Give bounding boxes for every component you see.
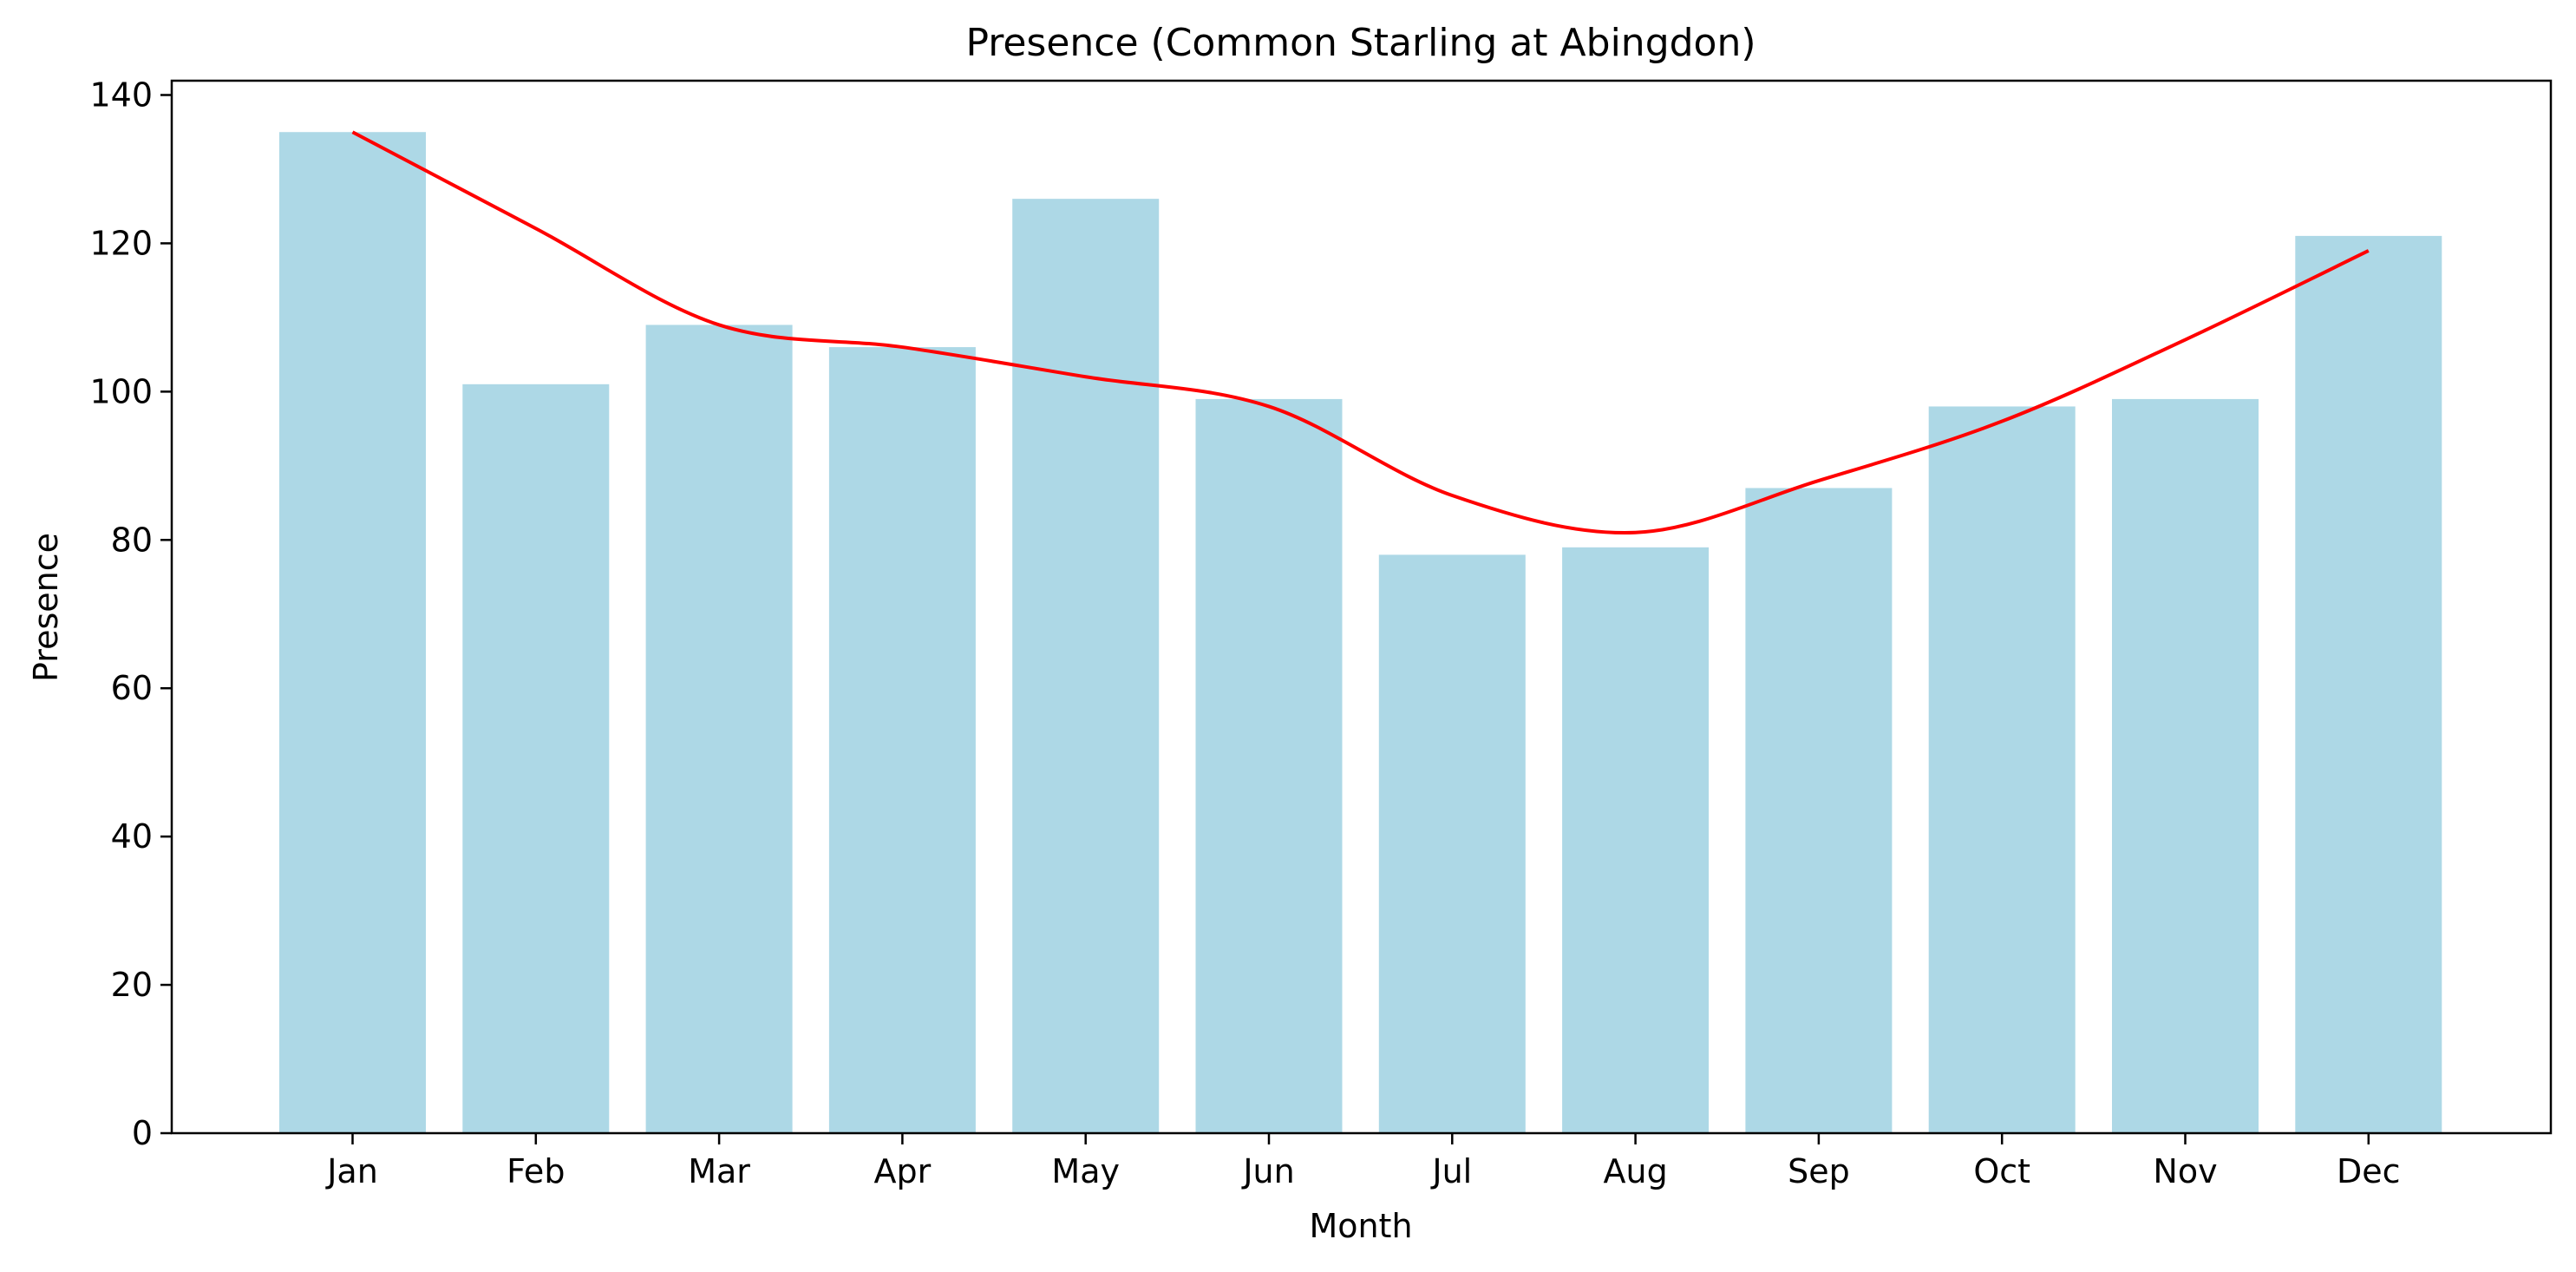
y-tick-label: 20	[111, 966, 153, 1004]
bar-nov	[2112, 398, 2259, 1133]
y-axis-label: Presence	[27, 533, 65, 682]
x-tick-label-sep: Sep	[1788, 1152, 1850, 1190]
x-tick-label-mar: Mar	[688, 1152, 750, 1190]
trend-line-group	[351, 130, 2370, 534]
y-tick-label: 40	[111, 817, 153, 856]
bar-jun	[1195, 398, 1343, 1133]
x-tick-label-jun: Jun	[1241, 1152, 1294, 1190]
y-tick-label: 120	[89, 224, 153, 262]
bar-sep	[1745, 488, 1893, 1133]
y-tick-label: 80	[111, 521, 153, 559]
x-tick-label-nov: Nov	[2153, 1152, 2217, 1190]
plot-frame	[170, 79, 2553, 1135]
x-tick-label-feb: Feb	[507, 1152, 565, 1190]
x-axis: Jan Feb Mar Apr May Jun Jul Aug Sep Oct Nov Dec	[325, 1133, 2401, 1190]
y-axis: 0 20 40 60 80 100 120 140	[89, 76, 172, 1152]
bar-mar	[645, 325, 793, 1133]
x-tick-label-apr: Apr	[874, 1152, 932, 1190]
bar-jul	[1378, 554, 1526, 1133]
x-tick-label-dec: Dec	[2337, 1152, 2401, 1190]
bar-aug	[1562, 547, 1710, 1133]
x-tick-label-may: May	[1051, 1152, 1120, 1190]
bar-apr	[828, 347, 976, 1133]
bar-dec	[2295, 235, 2442, 1134]
trend-line	[351, 130, 2370, 534]
x-tick-label-jan: Jan	[325, 1152, 378, 1190]
y-tick-label: 140	[89, 76, 153, 115]
y-tick-label: 0	[132, 1114, 153, 1152]
bar-jan	[279, 132, 426, 1133]
x-tick-label-aug: Aug	[1603, 1152, 1667, 1190]
chart-title: Presence (Common Starling at Abingdon)	[965, 21, 1755, 65]
bars-group	[279, 132, 2442, 1134]
bar-feb	[462, 384, 610, 1134]
y-tick-label: 60	[111, 669, 153, 707]
bar-may	[1012, 199, 1160, 1133]
x-tick-label-oct: Oct	[1973, 1152, 2030, 1190]
x-tick-label-jul: Jul	[1430, 1152, 1472, 1190]
bar-oct	[1928, 406, 2076, 1133]
y-tick-label: 100	[89, 372, 153, 410]
x-axis-label: Month	[1309, 1207, 1412, 1245]
